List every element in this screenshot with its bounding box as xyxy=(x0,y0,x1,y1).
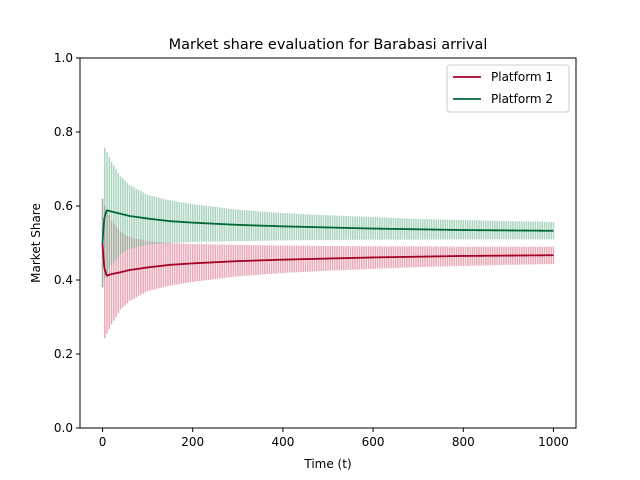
plot-area xyxy=(101,147,555,339)
y-tick-label: 0.4 xyxy=(54,273,73,287)
series-line-2 xyxy=(101,209,554,244)
y-tick-label: 0.0 xyxy=(54,421,73,435)
x-tick-label: 1000 xyxy=(538,435,569,449)
legend: Platform 1 Platform 2 xyxy=(446,64,570,113)
chart-title: Market share evaluation for Barabasi arr… xyxy=(169,37,488,53)
y-axis-label: Market Share xyxy=(29,203,43,283)
legend-label-1: Platform 1 xyxy=(491,70,553,84)
x-axis-label: Time (t) xyxy=(303,457,351,471)
axes-frame xyxy=(79,57,577,429)
x-tick-label: 0 xyxy=(99,435,107,449)
y-axis: 0.0 0.2 0.4 0.6 0.8 1.0 xyxy=(54,51,80,435)
x-tick-label: 800 xyxy=(452,435,475,449)
x-tick-label: 600 xyxy=(362,435,385,449)
x-tick-label: 200 xyxy=(181,435,204,449)
series-line-1 xyxy=(101,242,554,277)
x-tick-label: 400 xyxy=(271,435,294,449)
y-tick-label: 1.0 xyxy=(54,51,73,65)
legend-label-2: Platform 2 xyxy=(491,92,553,106)
y-tick-label: 0.2 xyxy=(54,347,73,361)
x-axis: 0 200 400 600 800 1000 xyxy=(99,428,569,449)
y-tick-label: 0.8 xyxy=(54,125,73,139)
y-tick-label: 0.6 xyxy=(54,199,73,213)
